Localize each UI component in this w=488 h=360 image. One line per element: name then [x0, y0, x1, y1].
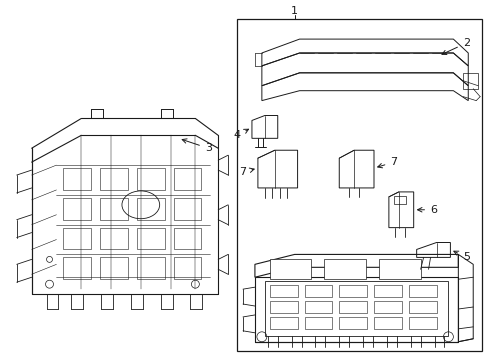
Bar	[100, 228, 128, 249]
Bar	[339, 317, 366, 329]
Bar	[63, 168, 91, 190]
Bar	[269, 317, 297, 329]
Text: 1: 1	[290, 6, 298, 16]
Text: 7: 7	[239, 167, 254, 177]
Bar	[378, 260, 420, 279]
Bar	[304, 285, 332, 297]
Bar	[339, 301, 366, 313]
Bar	[137, 198, 164, 220]
Bar	[324, 260, 366, 279]
Bar	[269, 260, 311, 279]
Bar	[237, 19, 481, 351]
Text: 4: 4	[233, 129, 248, 140]
Bar	[63, 198, 91, 220]
Bar	[100, 257, 128, 279]
Bar	[173, 228, 201, 249]
Bar	[173, 257, 201, 279]
Bar	[137, 257, 164, 279]
Bar	[408, 317, 436, 329]
Bar	[373, 285, 401, 297]
Bar	[304, 317, 332, 329]
Text: 5: 5	[453, 251, 469, 262]
Text: 6: 6	[417, 205, 436, 215]
Bar	[373, 317, 401, 329]
Bar	[63, 257, 91, 279]
Text: 2: 2	[441, 38, 469, 54]
Bar	[137, 168, 164, 190]
Bar	[100, 168, 128, 190]
Bar	[269, 301, 297, 313]
Bar	[137, 228, 164, 249]
Bar	[254, 277, 457, 342]
Bar	[393, 196, 405, 204]
Text: 3: 3	[182, 139, 211, 153]
Bar	[173, 168, 201, 190]
Bar	[100, 198, 128, 220]
Bar	[269, 285, 297, 297]
Bar	[373, 301, 401, 313]
Bar	[408, 301, 436, 313]
Bar	[264, 281, 447, 336]
Bar	[339, 285, 366, 297]
Bar	[304, 301, 332, 313]
Bar	[173, 198, 201, 220]
Text: 7: 7	[377, 157, 397, 168]
Bar	[63, 228, 91, 249]
Bar	[408, 285, 436, 297]
